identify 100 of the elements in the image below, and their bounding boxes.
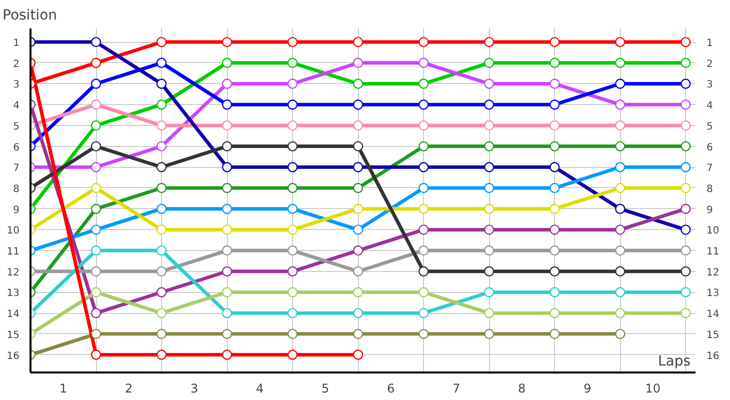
point bbox=[680, 58, 691, 68]
y-axis-title: Position bbox=[2, 8, 58, 24]
x-tick-label: 2 bbox=[124, 382, 133, 396]
point bbox=[615, 287, 626, 298]
point bbox=[352, 308, 364, 318]
y2-tick-label: 13 bbox=[706, 288, 720, 300]
point bbox=[484, 224, 494, 235]
point bbox=[156, 308, 167, 318]
point bbox=[484, 100, 494, 110]
point bbox=[287, 36, 298, 48]
point bbox=[680, 204, 691, 214]
x-axis-title: Laps bbox=[658, 354, 691, 370]
y2-tick-label: 5 bbox=[706, 121, 713, 132]
point bbox=[550, 78, 560, 89]
point bbox=[680, 224, 691, 235]
point bbox=[156, 58, 167, 68]
point bbox=[484, 204, 494, 214]
point bbox=[550, 162, 560, 172]
point bbox=[222, 162, 232, 172]
point bbox=[156, 204, 167, 214]
point bbox=[615, 58, 626, 68]
y-tick-label: 10 bbox=[6, 226, 20, 237]
point bbox=[156, 162, 167, 172]
point bbox=[222, 204, 232, 214]
y2-tick-label: 14 bbox=[706, 309, 720, 320]
point bbox=[352, 58, 364, 68]
x-tick-label: 7 bbox=[452, 382, 460, 396]
point bbox=[287, 308, 298, 318]
point bbox=[550, 245, 560, 256]
point bbox=[615, 308, 626, 318]
point bbox=[287, 141, 298, 152]
point bbox=[90, 120, 102, 131]
y2-tick-label: 1 bbox=[706, 38, 713, 50]
point bbox=[615, 36, 626, 48]
point bbox=[484, 245, 494, 256]
point bbox=[352, 328, 364, 340]
point bbox=[484, 120, 494, 131]
y-tick-label: 6 bbox=[13, 142, 20, 154]
point bbox=[90, 162, 102, 172]
x-tick-label: 6 bbox=[387, 382, 395, 396]
y2-tick-label: 4 bbox=[706, 100, 713, 112]
point bbox=[550, 204, 560, 214]
point bbox=[156, 36, 167, 48]
point bbox=[550, 328, 560, 340]
point bbox=[222, 36, 232, 48]
point bbox=[90, 78, 102, 89]
point bbox=[352, 182, 364, 194]
point bbox=[680, 308, 691, 318]
point bbox=[352, 266, 364, 276]
point bbox=[287, 204, 298, 214]
point bbox=[352, 120, 364, 131]
point bbox=[615, 245, 626, 256]
point bbox=[418, 182, 429, 194]
y-tick-label: 9 bbox=[13, 204, 20, 216]
y2-tick-label: 2 bbox=[706, 58, 713, 70]
point bbox=[484, 141, 494, 152]
point bbox=[680, 266, 691, 276]
y-tick-label: 8 bbox=[13, 184, 20, 195]
y-tick-label: 1 bbox=[13, 38, 20, 50]
point bbox=[484, 328, 494, 340]
point bbox=[550, 120, 560, 131]
point bbox=[418, 287, 429, 298]
point bbox=[90, 224, 102, 235]
point bbox=[550, 308, 560, 318]
x-tick-label: 3 bbox=[190, 382, 198, 396]
point bbox=[615, 224, 626, 235]
y-tick-label: 2 bbox=[13, 58, 20, 70]
point bbox=[352, 287, 364, 298]
point bbox=[222, 328, 232, 340]
point bbox=[156, 141, 167, 152]
point bbox=[484, 308, 494, 318]
point bbox=[352, 204, 364, 214]
point bbox=[484, 266, 494, 276]
y-tick-label: 7 bbox=[13, 163, 20, 174]
point bbox=[550, 224, 560, 235]
point bbox=[418, 58, 429, 68]
y-tick-label: 5 bbox=[13, 121, 20, 132]
point bbox=[550, 100, 560, 110]
point bbox=[352, 36, 364, 48]
point bbox=[287, 224, 298, 235]
y2-tick-label: 8 bbox=[706, 184, 713, 195]
point bbox=[550, 182, 560, 194]
point bbox=[418, 266, 429, 276]
point bbox=[418, 36, 429, 48]
y-tick-label: 15 bbox=[6, 330, 20, 341]
point bbox=[287, 350, 298, 360]
point bbox=[90, 36, 102, 48]
point bbox=[680, 100, 691, 110]
point bbox=[156, 287, 167, 298]
point bbox=[90, 141, 102, 152]
point bbox=[352, 78, 364, 89]
y2-tick-label: 11 bbox=[706, 246, 720, 258]
point bbox=[352, 224, 364, 235]
point bbox=[287, 162, 298, 172]
point bbox=[615, 204, 626, 214]
point bbox=[615, 120, 626, 131]
point bbox=[418, 100, 429, 110]
y-tick-label: 4 bbox=[13, 100, 20, 112]
point bbox=[222, 120, 232, 131]
point bbox=[222, 287, 232, 298]
